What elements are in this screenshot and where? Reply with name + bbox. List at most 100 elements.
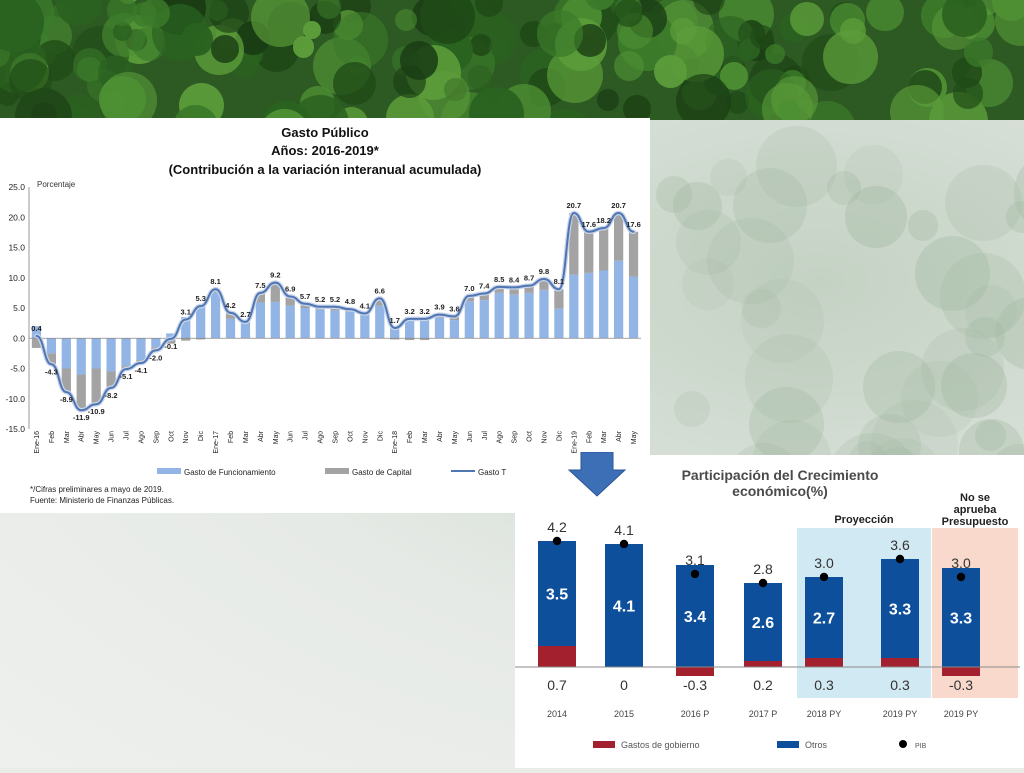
misty-tree [710,159,747,196]
data-label: 5.3 [195,294,205,303]
tree-canopy [316,0,342,19]
data-label: -2.0 [149,353,162,362]
legend-label: Gastos de gobierno [621,740,700,750]
data-label: 6.6 [375,286,385,295]
x-tick-label: 2017 P [749,709,778,719]
bar-gasto-funcionamiento [285,305,295,339]
bar-gasto-capital [285,296,295,306]
y-tick-label: 15.0 [8,243,25,253]
data-label: 8.4 [509,275,520,284]
legend-label: Gasto T [478,468,506,477]
misty-tree [675,209,742,276]
x-tick-label: Dic [556,431,563,442]
otros-value-label: 4.1 [613,599,635,616]
tree-canopy [789,2,824,37]
misty-tree [744,334,833,423]
misty-tree [682,258,734,310]
x-tick-label: Jul [482,431,489,440]
y-tick-label: 20.0 [8,212,25,222]
chart-title: Participación del Crecimiento [682,467,879,483]
bar-gasto-funcionamiento [225,318,236,339]
bar-gasto-capital [628,231,639,277]
bar-gasto-funcionamiento [31,326,42,339]
bar-gasto-funcionamiento [509,294,519,339]
bar-gasto-funcionamiento [613,260,624,339]
y-tick-label: -5.0 [10,364,25,374]
bar-gasto-funcionamiento [479,300,489,339]
tree-canopy [823,29,878,85]
footnote: */Cifras preliminares a mayo de 2019. [30,485,164,494]
data-label: 7.0 [464,284,474,293]
pib-marker [956,572,966,582]
legend-swatch [157,468,181,474]
public-spending-chart: Gasto Público Años: 2016-2019* (Contribuci… [6,125,641,505]
data-label: 5.7 [300,292,310,301]
x-tick-label: 2018 PY [807,709,842,719]
tree-canopy [399,41,439,80]
legend-label: Gasto de Capital [352,468,412,477]
x-tick-label: Ene-16 [34,431,41,454]
bar-gasto-funcionamiento [46,338,57,354]
bar-gasto-capital [613,213,624,261]
x-tick-label: Feb [407,431,414,443]
x-tick-label: Nov [541,431,548,444]
bar-gasto-funcionamiento [76,338,86,375]
bar-gasto-capital [225,312,236,319]
x-tick-label: Abr [258,430,265,442]
data-label: 18.2 [596,216,611,225]
bar-gasto-funcionamiento [524,292,534,339]
bar-gasto-funcionamiento [584,272,594,339]
gov-value-label: -0.3 [683,677,707,693]
bar-gasto-capital [61,368,71,393]
bar-gasto-funcionamiento [61,338,71,369]
tree-canopy [623,95,651,120]
pib-marker [690,569,700,579]
x-tick-label: Feb [586,431,593,443]
x-tick-label: 2015 [614,709,634,719]
misty-tree [1013,150,1024,236]
bar-gasto-funcionamiento [494,292,504,339]
x-tick-label: Feb [49,431,56,443]
bar-gasto-capital [584,231,594,273]
bar-otros [744,583,782,661]
tree-canopy [585,0,615,10]
down-arrow-icon [567,452,627,497]
data-label: -8.2 [105,391,118,400]
legend-label: Otros [805,740,828,750]
misty-tree [742,289,781,328]
bar-gasto-funcionamiento [315,309,325,339]
pib-value-label: 3.1 [685,552,705,568]
misty-tree [914,235,990,311]
data-label: -5.1 [120,372,133,381]
x-tick-label: Ene-19 [571,431,578,454]
data-label: 8.1 [554,277,564,286]
bar-gasto-capital [599,228,609,271]
x-tick-label: Nov [362,431,369,444]
misty-tree [707,217,794,304]
misty-tree [974,420,1007,452]
tree-canopy [8,59,52,103]
bar-gasto-funcionamiento [390,326,400,339]
data-label: 4.1 [360,301,370,310]
tree-canopy [251,0,311,47]
tree-canopy [333,61,377,105]
bar-gasto-funcionamiento [300,308,310,339]
data-label: 8.1 [210,277,220,286]
bar-gasto-funcionamiento [569,274,579,339]
bar-gasto-capital [494,286,504,293]
x-tick-label: 2019 PY [883,709,918,719]
tree-canopy [139,0,170,29]
data-label: -8.9 [60,395,73,404]
data-label: 8.7 [524,274,534,283]
tree-canopy [468,65,493,90]
bar-gasto-funcionamiento [375,305,385,339]
tree-canopy [260,108,309,120]
legend-label: Gasto de Funcionamiento [184,468,276,477]
misty-tree [907,210,939,241]
x-tick-label: Sep [333,431,340,444]
bar-gasto-funcionamiento [240,321,251,339]
tree-canopy [488,37,509,57]
bar-gasto-capital [539,278,549,290]
chart-subtitle: Años: 2016-2019* [271,143,380,158]
misty-tree [672,181,722,231]
